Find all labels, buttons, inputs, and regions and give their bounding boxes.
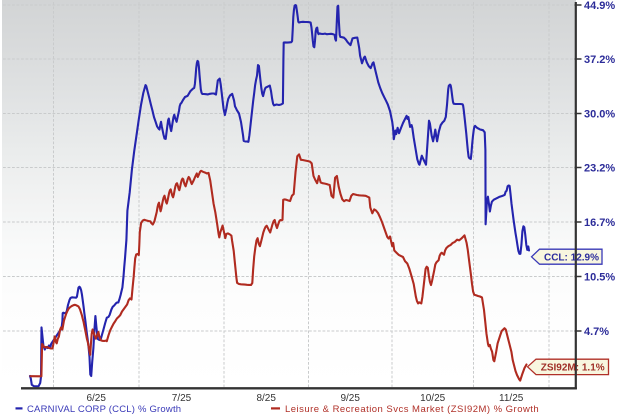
- svg-text:37.2%: 37.2%: [584, 54, 615, 66]
- svg-text:CCL: 12.9%: CCL: 12.9%: [544, 252, 599, 263]
- svg-text:6/25: 6/25: [86, 393, 106, 404]
- svg-text:44.9%: 44.9%: [584, 0, 615, 12]
- svg-text:7/25: 7/25: [172, 393, 192, 404]
- svg-text:Leisure & Recreation Svcs Mark: Leisure & Recreation Svcs Market (ZSI92M…: [285, 404, 539, 415]
- svg-text:10.5%: 10.5%: [584, 271, 615, 283]
- svg-text:4.7%: 4.7%: [584, 326, 609, 338]
- svg-text:11/25: 11/25: [499, 393, 524, 404]
- svg-text:9/25: 9/25: [340, 393, 360, 404]
- svg-text:23.2%: 23.2%: [584, 162, 615, 174]
- svg-text:8/25: 8/25: [256, 393, 276, 404]
- svg-text:16.7%: 16.7%: [584, 217, 615, 229]
- svg-text:30.0%: 30.0%: [584, 108, 615, 120]
- svg-text:10/25: 10/25: [420, 393, 445, 404]
- svg-text:ZSI92M: 1.1%: ZSI92M: 1.1%: [541, 362, 605, 373]
- svg-text:CARNIVAL CORP (CCL) % Growth: CARNIVAL CORP (CCL) % Growth: [27, 404, 181, 415]
